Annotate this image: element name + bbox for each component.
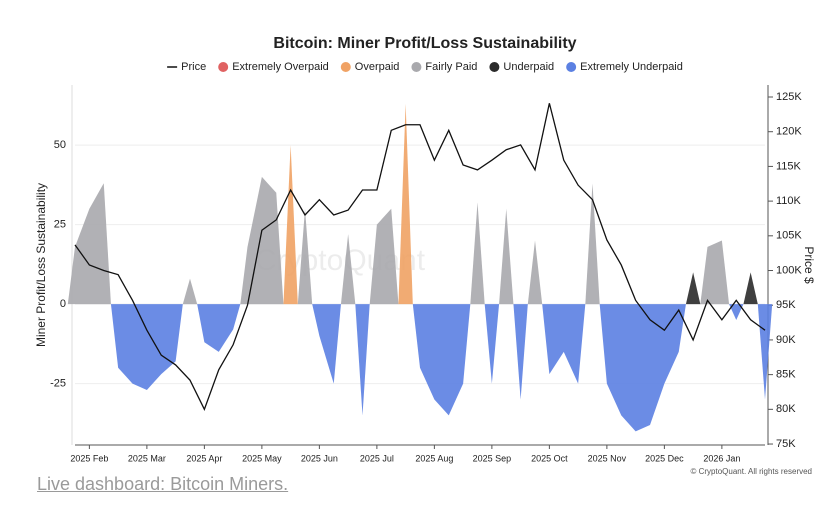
x-tick-label: 2025 Mar bbox=[128, 453, 166, 463]
area-piece bbox=[412, 304, 471, 416]
area-piece bbox=[297, 208, 313, 305]
y2-tick-label: 95K bbox=[776, 299, 796, 311]
area-piece bbox=[67, 183, 111, 305]
area-piece bbox=[743, 272, 758, 305]
legend-label: Extremely Underpaid bbox=[580, 61, 683, 73]
area-piece bbox=[757, 304, 773, 400]
y2-tick-label: 85K bbox=[776, 369, 796, 381]
area-piece bbox=[484, 304, 500, 384]
legend-symbol bbox=[566, 62, 577, 72]
y2-tick-label: 100K bbox=[776, 264, 802, 276]
y-tick-label: 0 bbox=[60, 298, 66, 310]
area-piece bbox=[513, 304, 528, 400]
legend-symbol bbox=[489, 62, 500, 72]
y-tick-label: 25 bbox=[54, 219, 66, 231]
area-piece bbox=[585, 183, 600, 305]
y-axis-label: Miner Profit/Loss Sustainability bbox=[34, 183, 48, 347]
y2-tick-label: 110K bbox=[776, 195, 802, 207]
legend-label: Overpaid bbox=[355, 61, 400, 73]
y-tick-label: -25 bbox=[50, 378, 66, 390]
x-tick-label: 2025 Apr bbox=[186, 453, 222, 463]
area-piece bbox=[283, 145, 298, 305]
area-piece bbox=[599, 304, 686, 432]
legend-label: Fairly Paid bbox=[425, 61, 477, 73]
x-tick-label: 2025 Dec bbox=[645, 453, 684, 463]
chart-title: Bitcoin: Miner Profit/Loss Sustainabilit… bbox=[273, 35, 576, 52]
area-piece bbox=[240, 176, 284, 305]
area-piece bbox=[527, 240, 543, 305]
x-tick-label: 2025 Sep bbox=[473, 453, 512, 463]
y2-tick-label: 105K bbox=[776, 230, 802, 242]
legend-symbol bbox=[411, 62, 422, 72]
price-line bbox=[74, 103, 766, 411]
legend-label: Extremely Overpaid bbox=[232, 61, 329, 73]
y-tick-label: 50 bbox=[54, 139, 66, 151]
y2-tick-label: 125K bbox=[776, 91, 802, 103]
watermark: CryptoQuant bbox=[255, 244, 426, 277]
legend-label: Price bbox=[181, 61, 206, 73]
area-piece bbox=[340, 234, 356, 305]
legend-symbol bbox=[218, 62, 229, 72]
area-piece bbox=[355, 304, 370, 416]
x-tick-label: 2025 Oct bbox=[531, 453, 568, 463]
area-piece bbox=[729, 304, 744, 321]
x-tick-label: 2025 Nov bbox=[588, 453, 627, 463]
area-piece bbox=[312, 304, 341, 384]
x-tick-label: 2025 May bbox=[242, 453, 282, 463]
x-tick-label: 2025 Feb bbox=[70, 453, 108, 463]
area-piece bbox=[700, 240, 730, 305]
y2-tick-label: 120K bbox=[776, 126, 802, 138]
x-tick-label: 2025 Jun bbox=[301, 453, 338, 463]
dashboard-link[interactable]: Live dashboard: Bitcoin Miners. bbox=[37, 474, 289, 494]
area-piece bbox=[182, 278, 198, 305]
x-tick-label: 2025 Jul bbox=[360, 453, 394, 463]
y2-tick-label: 90K bbox=[776, 334, 796, 346]
area-piece bbox=[470, 202, 485, 305]
area-piece bbox=[499, 208, 514, 305]
area-piece bbox=[685, 272, 701, 305]
y2-axis-label: Price $ bbox=[802, 246, 816, 284]
y2-tick-label: 80K bbox=[776, 403, 796, 415]
area-piece bbox=[369, 208, 399, 305]
legend-label: Underpaid bbox=[503, 61, 554, 73]
x-tick-label: 2025 Aug bbox=[415, 453, 453, 463]
area-piece bbox=[542, 304, 586, 384]
y2-tick-label: 75K bbox=[776, 438, 796, 450]
area-piece bbox=[110, 304, 183, 390]
copyright: © CryptoQuant. All rights reserved bbox=[691, 467, 813, 476]
legend-symbol bbox=[340, 62, 351, 72]
area-piece bbox=[197, 304, 241, 352]
area-piece bbox=[398, 103, 413, 305]
x-tick-label: 2026 Jan bbox=[703, 453, 740, 463]
y2-tick-label: 115K bbox=[776, 160, 802, 172]
